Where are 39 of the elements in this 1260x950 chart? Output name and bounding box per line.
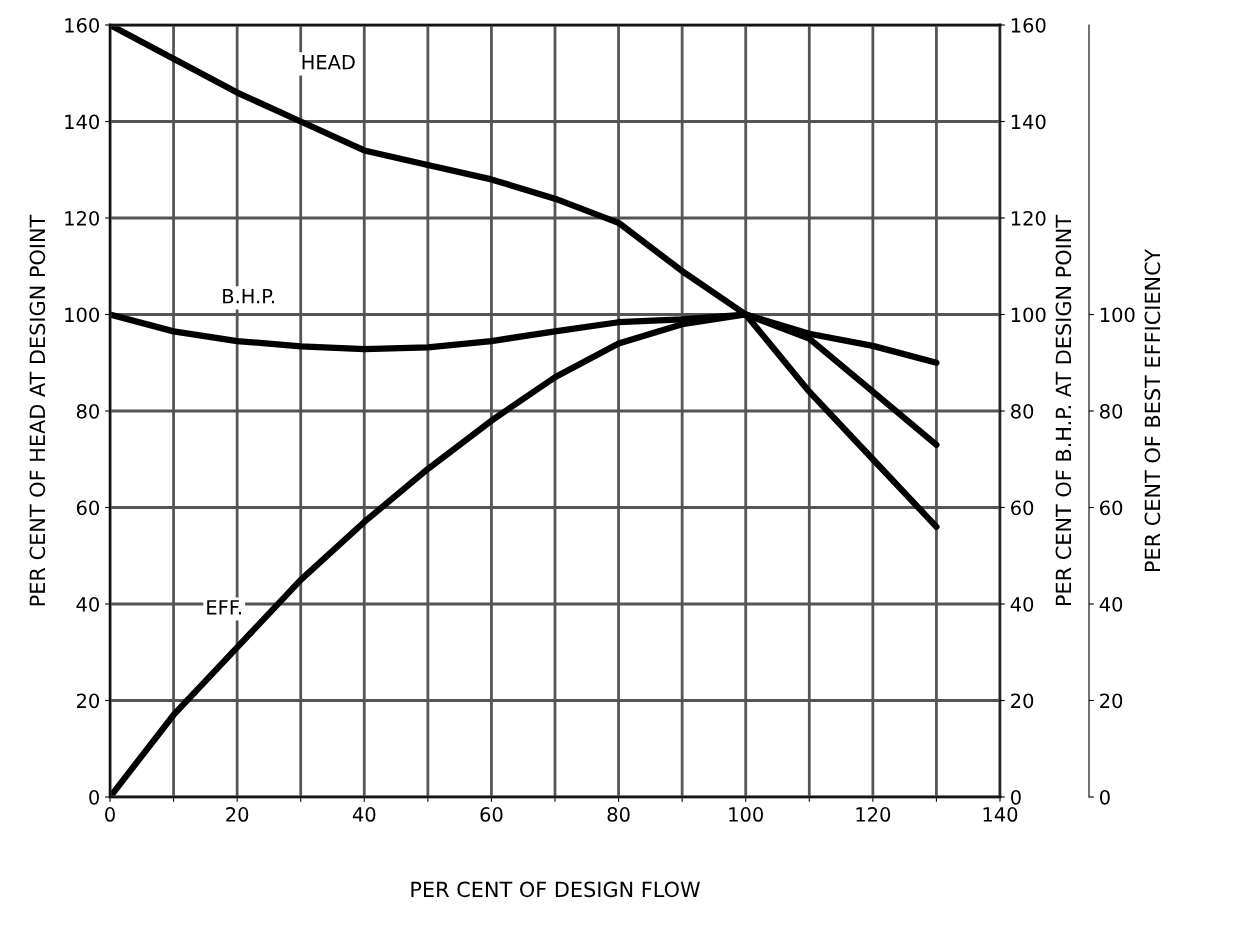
y3-axis-title: PER CENT OF BEST EFFICIENCY — [1144, 248, 1161, 572]
y2-tick-label: 20 — [1011, 693, 1034, 709]
series-label: B.H.P. — [223, 289, 274, 304]
x-tick-label: 40 — [352, 807, 376, 822]
y3-tick-label: 20 — [1100, 693, 1123, 709]
y2-tick-label: 60 — [1011, 500, 1034, 516]
y2-tick-label: 0 — [1011, 789, 1021, 805]
y-tick-label: 100 — [65, 307, 99, 323]
y-tick-label: 60 — [76, 500, 99, 516]
x-tick-label: 60 — [480, 807, 503, 822]
x-tick-label: 120 — [856, 807, 891, 822]
y3-tick-label: 60 — [1100, 500, 1123, 516]
y2-tick-label: 160 — [1011, 17, 1046, 33]
x-tick-label: 100 — [729, 807, 763, 822]
y2-tick-label: 140 — [1011, 114, 1046, 130]
y2-tick-label: 100 — [1011, 307, 1046, 323]
x-tick-label: 80 — [607, 807, 630, 822]
text: HEAD — [302, 55, 355, 70]
x-tick-label: 0 — [105, 807, 115, 822]
y-tick-label: 40 — [76, 596, 99, 612]
y-tick-label: 80 — [76, 403, 99, 419]
y-tick-label: 160 — [65, 17, 99, 33]
y3-tick-label: 80 — [1100, 403, 1123, 419]
x-tick-label: 20 — [226, 807, 249, 822]
y3-tick-label: 0 — [1100, 789, 1110, 805]
x-axis-title: PER CENT OF DESIGN FLOW — [411, 881, 700, 898]
y2-axis-title: PER CENT OF B.H.P. AT DESIGN POINT — [1055, 214, 1072, 606]
x-tick-label: 140 — [983, 807, 1018, 822]
y3-tick-label: 100 — [1100, 307, 1135, 323]
y-tick-label: 0 — [89, 789, 99, 805]
y-tick-label: 140 — [65, 114, 99, 130]
y-tick-label: 120 — [65, 210, 99, 226]
y2-tick-label: 120 — [1011, 210, 1046, 226]
y3-tick-label: 40 — [1099, 596, 1123, 612]
y-axis-title: PER CENT OF HEAD AT DESIGN POINT — [29, 214, 46, 606]
y2-tick-label: 40 — [1010, 596, 1034, 612]
y2-tick-label: 80 — [1011, 403, 1034, 419]
y-tick-label: 20 — [76, 693, 99, 709]
series-label: EFF. — [207, 600, 241, 615]
